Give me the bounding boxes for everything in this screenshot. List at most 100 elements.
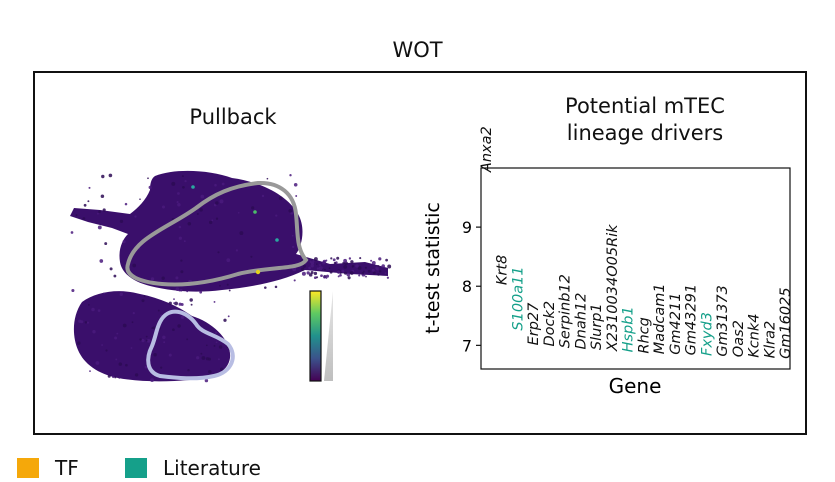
umap-point [186,338,189,341]
umap-point [103,292,105,295]
umap-point [145,339,148,342]
umap-point [187,368,190,372]
umap-point [328,267,331,270]
umap-point [308,266,311,270]
umap-point [289,174,292,177]
umap-point [97,225,102,230]
gene-label: Dnah12 [573,293,589,350]
umap-point [124,202,128,206]
umap-point [372,271,376,275]
drivers-y-axis-label: t-test statistic [422,202,444,334]
umap-point [100,194,105,199]
umap-point [214,183,217,187]
umap-point [116,332,119,335]
umap-point [157,309,160,312]
umap-point [150,378,155,382]
umap-point [105,349,108,352]
umap-point [343,265,348,269]
umap-point [83,203,87,207]
umap-point [341,269,345,273]
outline-lower-population [146,309,235,381]
umap-point [237,211,240,214]
umap-point [180,259,183,262]
umap-point [143,295,146,298]
umap-point [196,356,200,360]
umap-point [186,290,189,293]
umap-point [318,266,323,271]
umap-point [218,345,223,349]
umap-point [132,312,135,315]
umap-point [217,251,220,254]
umap-point [98,210,101,214]
umap-highlight-yellow [255,269,261,275]
umap-point [150,277,155,281]
gene-label: Serpinb12 [558,274,574,348]
umap-point [181,175,184,178]
umap-point [175,276,179,280]
legend-swatch-tf [17,458,39,478]
umap-point [235,249,239,252]
umap-point [223,318,227,322]
legend-item-literature: Literature [125,456,261,480]
umap-point [320,274,323,278]
umap-point [378,270,382,273]
umap-point [111,375,115,379]
umap-point [152,326,156,330]
pullback-title: Pullback [189,105,277,129]
umap-point [77,341,81,345]
umap-point [275,214,278,217]
figure-title: WOT [392,38,443,62]
umap-point [184,179,187,183]
umap-point [174,301,178,306]
umap-point [227,315,230,318]
umap-point [196,213,199,215]
umap-point [359,257,362,260]
umap-point [211,219,214,222]
umap-point [292,267,297,272]
umap-point [361,271,365,275]
gene-label: Kcnk4 [747,314,763,358]
umap-point [180,270,184,274]
umap-point [313,257,318,261]
umap-cluster-upper [70,170,388,292]
umap-point [173,298,175,301]
umap-point [89,370,91,372]
umap-point [96,212,99,215]
umap-point [114,376,117,379]
umap-point [86,321,89,324]
umap-point [306,271,310,275]
umap-point [201,356,206,360]
umap-point [329,270,333,274]
figure-frame [33,71,807,435]
gene-label: Madcam1 [652,283,668,354]
legend-item-tf: TF [17,456,79,480]
umap-point [313,271,318,276]
umap-point [95,361,100,365]
drivers-gene-labels: Anxa2 Krt8 S100a11 Erp27 Dock2 Serpinb12 Dnah1… [479,126,794,359]
umap-point [370,259,373,262]
umap-point [365,275,367,278]
y-tick-label: 7 [462,336,472,355]
umap-point [337,275,340,278]
umap-point [190,303,193,306]
umap-point [346,272,351,277]
umap-point [189,298,193,302]
umap-point [300,267,305,271]
umap-point [145,335,148,338]
umap-point [215,341,218,344]
umap-point [108,173,113,178]
umap-point [200,352,203,355]
umap-point [221,182,225,186]
umap-point [266,177,269,180]
umap-points [70,173,392,383]
umap-point [315,276,319,279]
y-tick-label: 9 [462,218,472,237]
umap-point [332,258,336,262]
umap-point [226,283,229,286]
umap-point [302,264,306,268]
umap-point [175,287,180,291]
umap-point [173,302,175,304]
umap-point [208,370,212,374]
umap-point [220,367,224,371]
